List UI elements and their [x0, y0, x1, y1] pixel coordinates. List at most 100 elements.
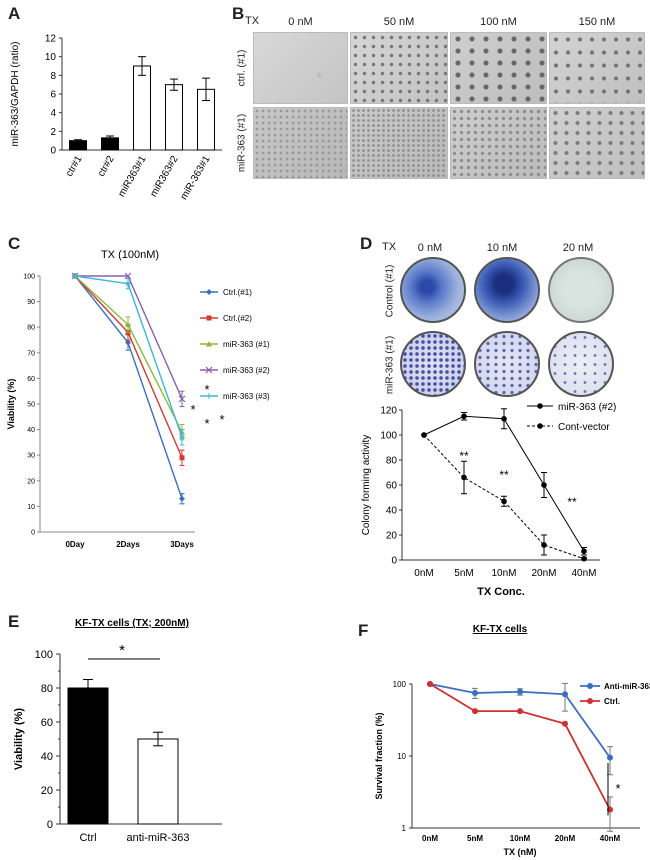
f-significance-mark: * — [615, 781, 620, 796]
f-point — [427, 681, 433, 687]
f-y-axis-label: Survival fraction (%) — [374, 712, 384, 799]
panel-letter-b: B — [232, 4, 245, 23]
d-x-tick-label: 0nM — [414, 568, 433, 579]
f-point — [607, 754, 613, 761]
a-y-axis-label: miR-363/GAPDH (ratio) — [10, 41, 21, 146]
e-chart-title: KF-TX cells (TX; 200nM) — [75, 618, 189, 629]
a-y-tick-label: 6 — [50, 90, 56, 101]
panel-letter-c: C — [8, 234, 21, 253]
d-col-20nm: 20 nM — [562, 242, 594, 254]
f-y-tick-label: 1 — [402, 824, 407, 833]
d-x-tick-label: 5nM — [454, 568, 473, 579]
a-y-tick-label: 8 — [50, 71, 56, 82]
c-point — [72, 273, 78, 279]
c-series-line-0 — [74, 275, 183, 499]
d-point — [541, 482, 547, 488]
c-y-tick-label: 30 — [27, 453, 35, 460]
e-y-tick-label: 20 — [41, 785, 53, 797]
c-x-tick-label: 2Days — [116, 540, 140, 549]
micrograph-ctrl-50nm — [350, 32, 448, 104]
chart-e: KF-TX cells (TX; 200nM) 0 20 40 60 80 100 Ctrl a… — [13, 618, 222, 844]
d-significance-mark: ** — [499, 468, 509, 482]
c-legend-marker — [205, 366, 213, 374]
c-point — [179, 434, 185, 441]
d-row-label-control: Control (#1) — [380, 256, 400, 326]
a-y-tick-label: 12 — [45, 34, 57, 45]
d-significance-mark: ** — [567, 495, 577, 509]
c-y-tick-label: 20 — [27, 478, 35, 485]
d-point — [501, 415, 507, 422]
c-legend-marker — [206, 341, 212, 347]
d-y-tick-label: 40 — [386, 506, 398, 517]
a-x-tick-label: miR363#2 — [148, 154, 181, 199]
b-col-50nm: 50 nM — [383, 16, 415, 28]
d-row-label-mir: miR-363 (#1) — [380, 330, 400, 400]
d-point — [461, 474, 467, 481]
e-y-tick-label: 40 — [41, 751, 53, 763]
d-x-axis-label: TX Conc. — [477, 586, 525, 598]
c-legend-marker — [206, 393, 212, 399]
d-y-tick-label: 0 — [391, 556, 397, 567]
c-y-tick-label: 100 — [23, 274, 35, 281]
d-y-tick-label: 120 — [380, 406, 397, 417]
f-point — [517, 688, 523, 695]
f-legend-label: Ctrl. — [604, 697, 620, 706]
c-point — [178, 395, 186, 403]
c-y-tick-label: 0 — [31, 530, 35, 537]
c-significance-mark: * — [204, 382, 209, 397]
c-legend-label: miR-363 (#2) — [223, 366, 270, 375]
d-y-tick-label: 80 — [386, 456, 398, 467]
e-bar-Ctrl — [67, 687, 109, 825]
f-x-tick-label: 20nM — [555, 834, 576, 843]
d-point — [461, 413, 467, 420]
d-x-tick-label: 40nM — [571, 568, 596, 579]
d-col-10nm: 10 nM — [486, 242, 518, 254]
a-y-tick-label: 0 — [50, 146, 56, 157]
d-point — [501, 498, 507, 505]
d-legend-label: Cont-vector — [558, 422, 610, 433]
f-legend-marker — [587, 683, 593, 689]
c-significance-mark: * — [219, 412, 224, 427]
c-significance-mark: * — [190, 402, 195, 417]
e-y-axis-label: Viability (%) — [13, 708, 25, 770]
d-legend-marker — [537, 423, 543, 429]
b-tx-label: TX — [245, 15, 260, 27]
c-legend-label: miR-363 (#3) — [223, 392, 270, 401]
panel-letter-e: E — [8, 612, 20, 631]
f-point — [562, 720, 568, 727]
f-point — [472, 689, 478, 696]
c-point — [125, 339, 131, 346]
c-y-tick-label: 60 — [27, 376, 35, 383]
e-y-tick-label: 100 — [35, 649, 53, 661]
f-series-line-1 — [429, 683, 611, 811]
d-legend-label: miR-363 (#2) — [558, 402, 616, 413]
chart-d: 0 20 40 60 80 100 120 0nM 5nM 10nM 20nM 40nM TX Conc… — [361, 402, 616, 598]
f-x-tick-label: 0nM — [422, 834, 438, 843]
c-y-tick-label: 50 — [27, 402, 35, 409]
a-x-tick-label: miR363#1 — [116, 154, 149, 199]
e-significance-mark: * — [119, 642, 125, 659]
f-point — [517, 708, 523, 715]
f-legend-marker — [587, 698, 593, 704]
c-point — [125, 280, 131, 287]
c-significance-mark: * — [204, 416, 209, 431]
f-y-tick-label: 10 — [397, 752, 406, 761]
d-row-label-control-text: Control (#1) — [384, 264, 396, 318]
chart-c: TX (100nM) 0 10 20 30 40 50 60 70 80 90 100 0Day 2Day… — [6, 249, 270, 549]
c-legend-label: miR-363 (#1) — [223, 340, 270, 349]
d-point — [541, 542, 547, 548]
d-x-tick-label: 10nM — [491, 568, 516, 579]
e-bar-anti-miR-363 — [137, 738, 179, 825]
chart-f: KF-TX cells 1 10 100 0nM 5nM 10nM 20nM 40nM TX (n… — [374, 624, 650, 857]
colony-dish-control-0nm — [400, 257, 466, 323]
c-x-tick-label: 3Days — [170, 540, 194, 549]
e-y-tick-label: 80 — [41, 683, 53, 695]
f-x-tick-label: 5nM — [467, 834, 483, 843]
d-y-tick-label: 100 — [380, 431, 397, 442]
d-col-0nm: 0 nM — [417, 242, 443, 254]
micrograph-ctrl-0nm — [253, 32, 348, 104]
c-legend-label: Ctrl.(#1) — [223, 288, 252, 297]
colony-dish-mir-20nm — [548, 331, 614, 397]
c-series-line-1 — [74, 275, 183, 459]
a-x-tick-label: miR-363#1 — [179, 154, 213, 202]
